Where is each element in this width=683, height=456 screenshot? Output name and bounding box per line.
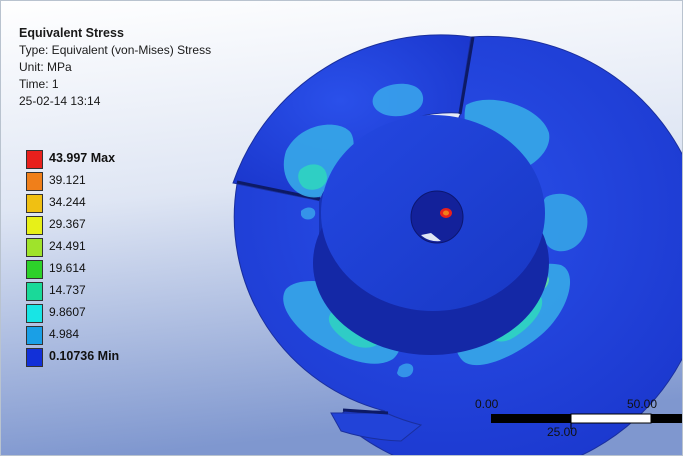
legend-swatch — [26, 348, 43, 367]
legend-swatch — [26, 238, 43, 257]
result-time: Time: 1 — [19, 77, 59, 91]
stress-patch — [397, 363, 414, 378]
stress-patch — [301, 207, 316, 220]
legend-label: 19.614 — [49, 261, 86, 275]
scale-segment-light — [570, 413, 652, 424]
legend-label: 29.367 — [49, 217, 86, 231]
legend-label: 39.121 — [49, 173, 86, 187]
legend-label: 4.984 — [49, 327, 80, 341]
result-info: Equivalent Stress Type: Equivalent (von-… — [19, 25, 211, 110]
legend-label: 34.244 — [49, 195, 86, 209]
stress-patch — [539, 193, 588, 252]
legend-label: 14.737 — [49, 283, 86, 297]
stress-patch — [298, 164, 327, 190]
slot-line-bottom — [342, 408, 389, 415]
disc-segment — [330, 412, 423, 442]
legend-swatch — [26, 194, 43, 213]
result-unit: Unit: MPa — [19, 60, 72, 74]
result-timestamp: 25-02-14 13:14 — [19, 94, 101, 108]
stress-patch — [372, 83, 424, 117]
legend-label: 9.8607 — [49, 305, 86, 319]
scale-label-start: 0.00 — [475, 397, 499, 411]
legend-label: 0.10736 Min — [49, 349, 120, 363]
legend-swatch — [26, 150, 43, 169]
legend-swatch — [26, 216, 43, 235]
legend-swatch — [26, 172, 43, 191]
result-type: Type: Equivalent (von-Mises) Stress — [19, 43, 212, 57]
legend-swatch — [26, 326, 43, 345]
legend-swatch — [26, 304, 43, 323]
result-title: Equivalent Stress — [19, 26, 124, 40]
legend-swatch — [26, 260, 43, 279]
legend-swatch — [26, 282, 43, 301]
scale-segment-dark-2 — [651, 414, 682, 423]
legend-label: 43.997 Max — [49, 151, 116, 165]
slot-line-top — [458, 36, 475, 115]
hub-bore — [410, 190, 464, 244]
scale-label-end: 50.00 — [627, 397, 657, 411]
scale-segment-dark — [491, 414, 571, 423]
scale-label-mid: 25.00 — [547, 425, 577, 439]
bore-light — [421, 233, 441, 242]
legend-label: 24.491 — [49, 239, 86, 253]
max-stress-spot-halo — [443, 210, 449, 216]
